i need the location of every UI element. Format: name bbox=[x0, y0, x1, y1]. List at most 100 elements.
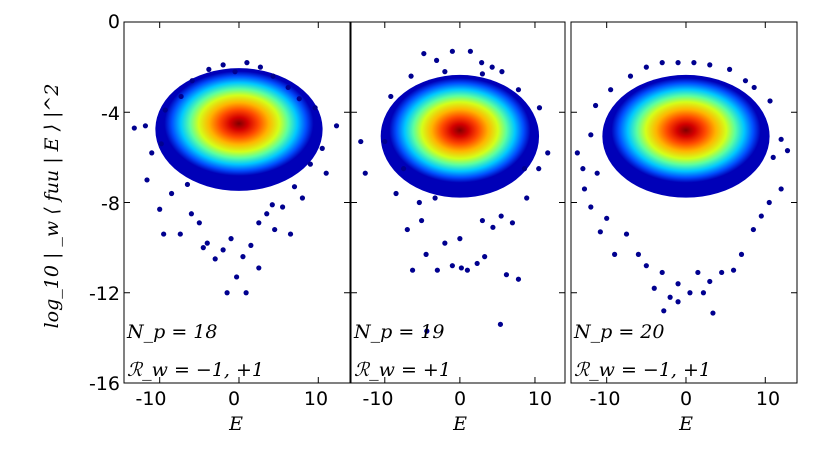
data-point bbox=[695, 269, 701, 276]
data-point bbox=[319, 145, 325, 151]
data-point bbox=[627, 73, 634, 79]
data-point bbox=[299, 195, 306, 201]
x-axis-label: E bbox=[452, 413, 467, 435]
data-point bbox=[545, 150, 551, 156]
x-tick-label: 10 bbox=[756, 388, 780, 410]
data-point bbox=[687, 290, 693, 296]
data-point bbox=[719, 269, 725, 276]
data-point bbox=[515, 276, 522, 282]
data-point bbox=[240, 254, 246, 260]
data-point bbox=[588, 132, 594, 138]
data-point bbox=[270, 73, 276, 79]
data-point bbox=[707, 62, 713, 68]
data-point bbox=[580, 166, 586, 172]
data-point bbox=[499, 69, 505, 75]
data-point bbox=[434, 57, 440, 63]
data-point bbox=[751, 84, 757, 91]
data-point bbox=[142, 123, 149, 129]
data-point bbox=[287, 231, 294, 237]
y-tick-label: 0 bbox=[108, 11, 120, 33]
data-point bbox=[272, 226, 278, 233]
data-point bbox=[244, 60, 250, 66]
data-point bbox=[594, 170, 600, 176]
data-point bbox=[388, 93, 394, 100]
data-point bbox=[264, 211, 270, 217]
data-point bbox=[661, 308, 667, 314]
data-point bbox=[162, 107, 168, 113]
data-point bbox=[726, 66, 733, 72]
data-point bbox=[424, 328, 430, 334]
data-point bbox=[742, 78, 749, 84]
data-point bbox=[362, 170, 368, 176]
data-point bbox=[497, 321, 504, 327]
data-point bbox=[750, 226, 756, 233]
data-point bbox=[643, 64, 649, 70]
scatter-density-core bbox=[611, 77, 761, 183]
data-point bbox=[200, 245, 206, 251]
x-tick-label: 0 bbox=[454, 388, 466, 410]
data-point bbox=[234, 274, 240, 280]
data-point bbox=[623, 231, 630, 237]
data-point bbox=[206, 66, 212, 72]
data-point bbox=[358, 138, 364, 145]
data-point bbox=[449, 48, 455, 54]
data-point bbox=[612, 251, 618, 257]
data-point bbox=[458, 265, 464, 271]
data-point bbox=[479, 217, 486, 224]
data-point bbox=[418, 217, 425, 224]
data-point bbox=[131, 125, 137, 131]
data-point bbox=[597, 229, 603, 235]
data-point bbox=[404, 226, 410, 233]
annotation-np: N_p = 19 bbox=[353, 321, 444, 343]
data-point bbox=[498, 213, 504, 219]
data-point bbox=[467, 48, 473, 54]
panel-plot-area bbox=[358, 48, 551, 334]
data-point bbox=[509, 220, 516, 226]
data-point bbox=[778, 186, 784, 192]
panel: N_p = 18 ℛ_w = −1, +1 bbox=[123, 21, 351, 384]
data-point bbox=[524, 195, 530, 201]
data-point bbox=[178, 93, 184, 100]
data-point bbox=[738, 251, 745, 257]
x-tick-label: 0 bbox=[228, 388, 240, 410]
data-point bbox=[204, 240, 210, 246]
data-point bbox=[770, 154, 776, 160]
data-point bbox=[416, 199, 422, 206]
data-point bbox=[158, 141, 164, 147]
data-point bbox=[442, 69, 448, 75]
data-point bbox=[248, 242, 254, 248]
data-point bbox=[232, 69, 238, 75]
y-tick-label: -12 bbox=[89, 283, 120, 305]
data-point bbox=[449, 263, 455, 269]
data-point bbox=[285, 84, 291, 91]
data-point bbox=[474, 260, 480, 267]
data-point bbox=[269, 202, 275, 208]
panel: N_p = 19 ℛ_w = +1 bbox=[350, 21, 566, 384]
scatter-density-core bbox=[164, 71, 314, 176]
data-point bbox=[307, 161, 313, 167]
data-point bbox=[588, 204, 594, 210]
data-point bbox=[490, 224, 496, 230]
data-point bbox=[521, 166, 528, 172]
data-point bbox=[393, 190, 399, 197]
data-point bbox=[489, 64, 495, 70]
data-point bbox=[643, 263, 649, 269]
data-point bbox=[700, 290, 707, 296]
data-point bbox=[659, 269, 665, 276]
data-point bbox=[400, 166, 407, 172]
data-point bbox=[464, 267, 470, 273]
data-point bbox=[291, 184, 298, 190]
panel-plot-area bbox=[574, 60, 791, 316]
data-point bbox=[730, 267, 737, 273]
data-point bbox=[408, 73, 414, 79]
annotation-np: N_p = 18 bbox=[126, 321, 217, 343]
data-point bbox=[479, 71, 486, 77]
data-point bbox=[515, 87, 522, 93]
data-point bbox=[224, 290, 230, 296]
data-point bbox=[149, 150, 155, 156]
data-point bbox=[457, 236, 463, 242]
data-point bbox=[312, 105, 318, 111]
data-point bbox=[243, 290, 249, 296]
data-point bbox=[651, 285, 657, 291]
